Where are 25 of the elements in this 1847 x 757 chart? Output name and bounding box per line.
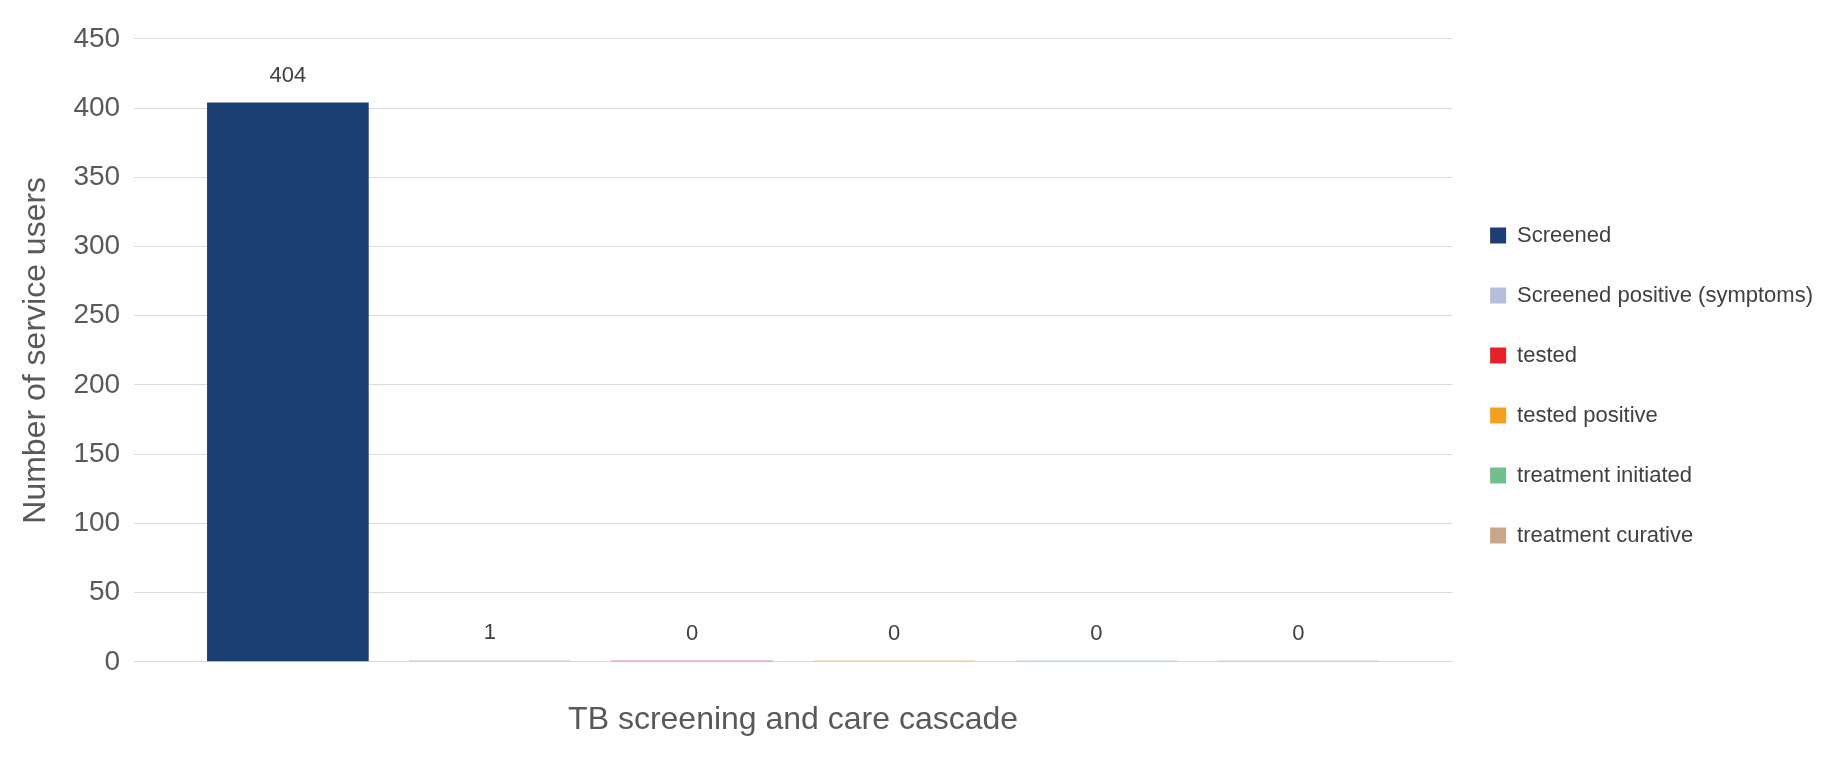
y-tick-label: 150 [73, 436, 121, 468]
legend-label: treatment curative [1517, 521, 1694, 547]
x-axis-title: TB screening and care cascade [568, 699, 1019, 736]
legend-label: tested positive [1517, 401, 1658, 427]
data-label: 0 [1090, 619, 1103, 645]
y-tick-label: 0 [104, 644, 121, 676]
y-tick-label: 250 [73, 298, 121, 330]
data-label: 404 [269, 61, 307, 87]
data-label: 0 [1292, 619, 1305, 645]
y-tick-label: 50 [88, 575, 121, 607]
y-tick-label: 350 [73, 159, 121, 191]
data-label: 1 [483, 619, 497, 645]
y-axis-title: Number of service users [16, 176, 53, 524]
data-label: 0 [685, 619, 699, 645]
y-tick-label: 450 [73, 21, 121, 53]
y-tick-label: 100 [73, 506, 121, 538]
legend-label: Screened [1517, 221, 1612, 247]
y-tick-label: 300 [73, 229, 121, 261]
legend-label: Screened positive (symptoms) [1517, 281, 1814, 307]
bar [207, 102, 369, 662]
y-tick-label: 200 [73, 367, 121, 399]
legend-label: tested [1517, 341, 1578, 367]
data-label: 0 [888, 619, 901, 645]
legend-label: treatment initiated [1517, 461, 1692, 487]
y-tick-label: 400 [73, 90, 121, 122]
